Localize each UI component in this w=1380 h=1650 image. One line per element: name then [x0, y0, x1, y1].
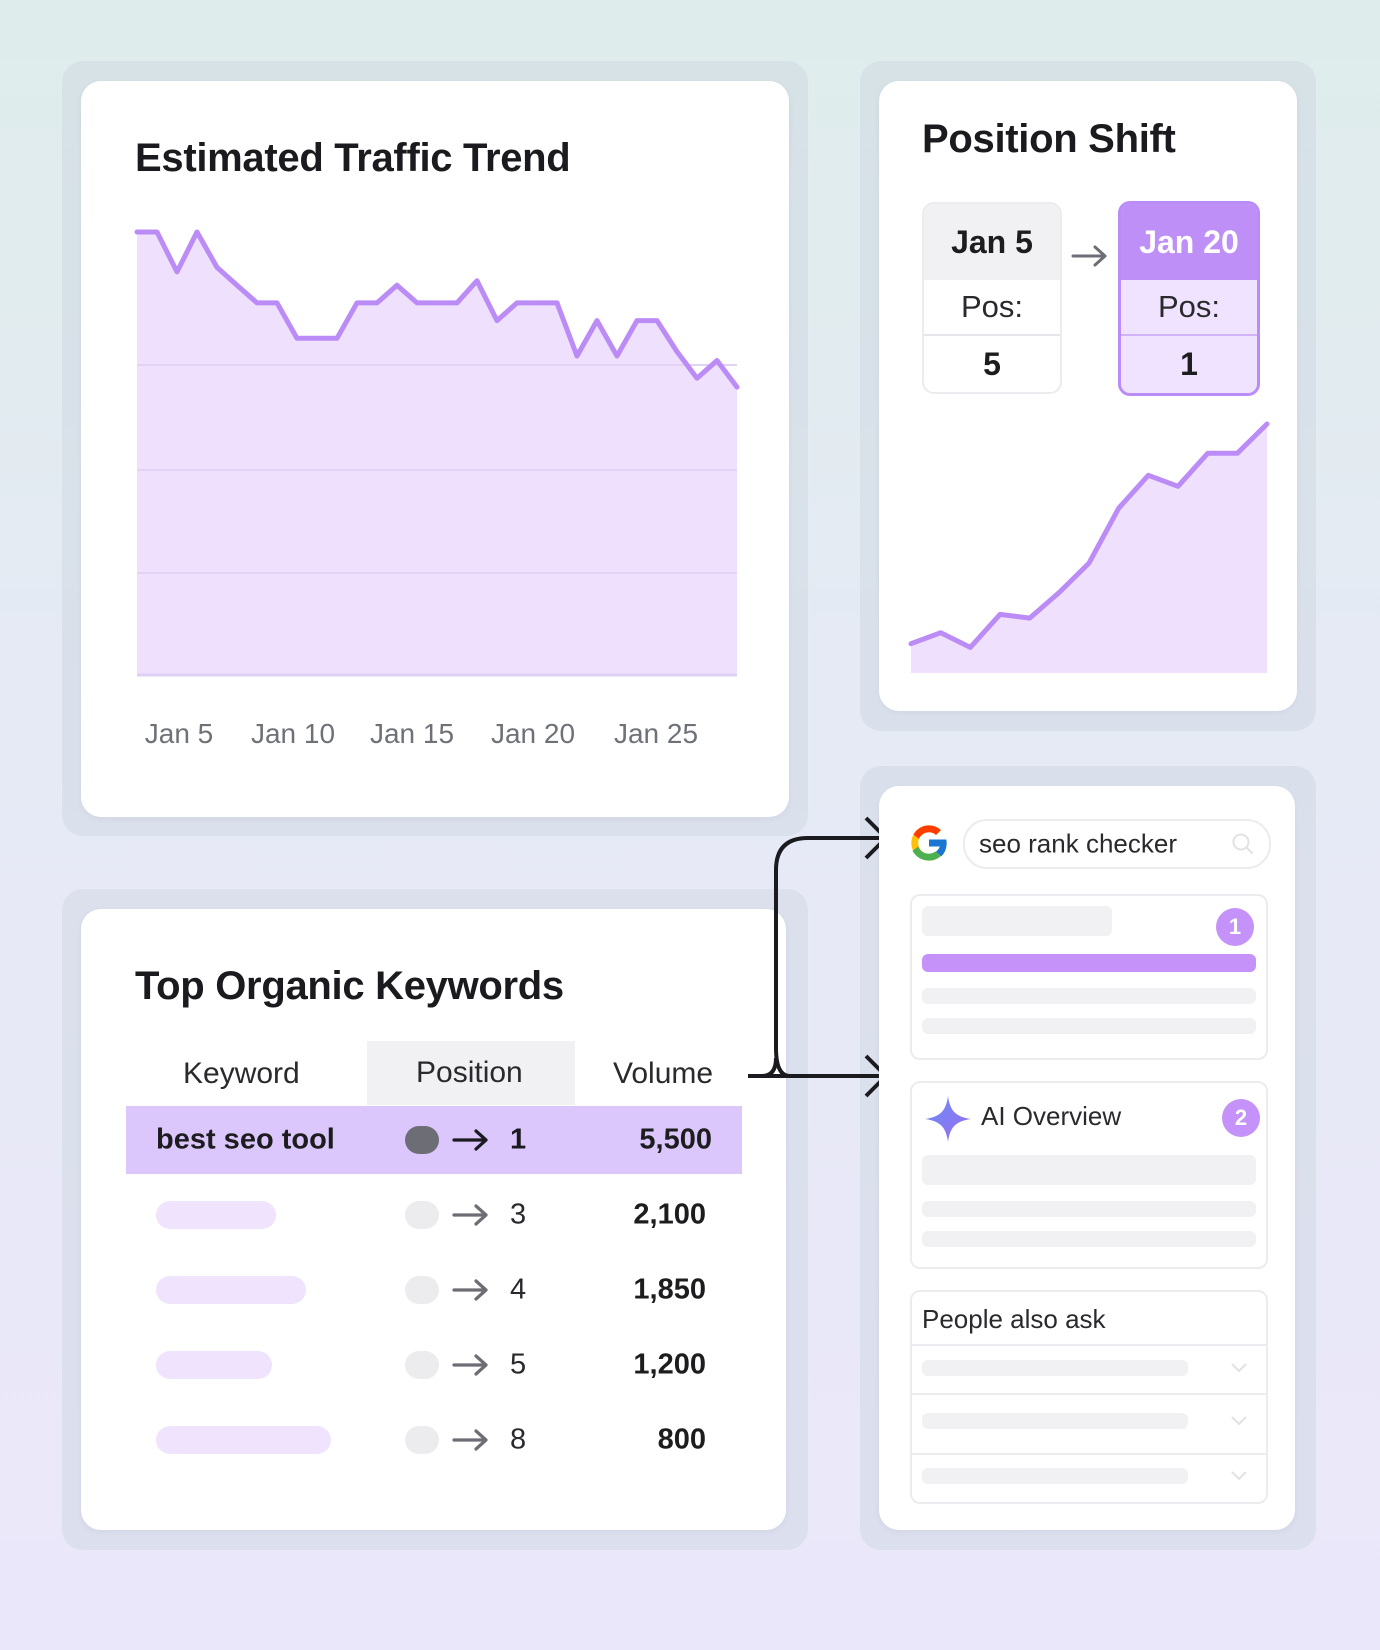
ai-overview-label: AI Overview	[981, 1101, 1122, 1131]
position-before-box: Jan 5 Pos: 5	[922, 202, 1062, 394]
people-also-ask-label: People also ask	[922, 1304, 1106, 1334]
keyword-placeholder	[156, 1201, 276, 1229]
chevron-down-icon[interactable]	[1230, 1470, 1248, 1482]
keyword-row[interactable]: 4 1,850	[126, 1256, 742, 1324]
previous-position-dot	[405, 1126, 439, 1154]
chevron-down-icon[interactable]	[1230, 1415, 1248, 1427]
position-after-label: Pos:	[1121, 280, 1257, 336]
position-series-line	[908, 421, 1270, 650]
result-line	[922, 1018, 1256, 1034]
divider	[912, 1344, 1266, 1346]
keyword-row[interactable]: best seo tool 1 5,500	[126, 1106, 742, 1174]
result-highlight-line	[922, 954, 1256, 972]
keyword-placeholder	[156, 1426, 331, 1454]
search-query-text: seo rank checker	[979, 828, 1177, 859]
chevron-down-icon[interactable]	[1230, 1362, 1248, 1374]
position-before-label: Pos:	[924, 280, 1060, 336]
divider	[912, 1453, 1266, 1455]
position-before-value: 5	[983, 345, 1001, 382]
arrow-right-icon	[452, 1279, 488, 1301]
search-icon	[1232, 833, 1253, 854]
keyword-volume: 800	[657, 1423, 706, 1456]
traffic-trend-chart	[134, 229, 740, 677]
ai-overview-line	[922, 1155, 1256, 1185]
arrow-right-icon	[452, 1129, 488, 1151]
position-trend-chart	[908, 421, 1270, 673]
position-before-date: Jan 5	[924, 204, 1060, 280]
x-tick-label: Jan 15	[369, 718, 455, 749]
keyword-placeholder	[156, 1276, 306, 1304]
divider	[912, 1393, 1266, 1395]
ai-overview-line	[922, 1201, 1256, 1217]
previous-position-dot	[405, 1276, 439, 1304]
keyword-position: 8	[510, 1423, 527, 1456]
column-header-keyword: Keyword	[183, 1057, 300, 1090]
keyword-placeholder	[156, 1351, 272, 1379]
keyword-position: 3	[510, 1198, 527, 1231]
x-tick-label: Jan 5	[144, 718, 214, 749]
result-title-placeholder	[922, 906, 1112, 936]
arrow-right-icon	[1071, 245, 1107, 267]
keyword-volume: 1,850	[633, 1273, 706, 1306]
keyword-volume: 2,100	[633, 1198, 706, 1231]
result-rank-badge: 1	[1216, 908, 1254, 946]
keyword-row[interactable]: 5 1,200	[126, 1331, 742, 1399]
position-area-fill	[911, 424, 1267, 673]
people-also-ask-box[interactable]: People also ask	[910, 1290, 1268, 1504]
keyword-row[interactable]: 8 800	[126, 1406, 742, 1474]
position-column-highlight	[367, 1041, 575, 1105]
keyword-row[interactable]: 3 2,100	[126, 1181, 742, 1249]
question-placeholder	[922, 1360, 1188, 1376]
keyword-volume: 1,200	[633, 1348, 706, 1381]
column-header-volume: Volume	[613, 1057, 714, 1090]
result-line	[922, 988, 1256, 1004]
position-after-date: Jan 20	[1121, 204, 1257, 280]
arrow-right-icon	[452, 1204, 488, 1226]
keyword-position: 1	[510, 1123, 527, 1156]
keyword-position: 5	[510, 1348, 527, 1381]
traffic-series-line	[134, 229, 740, 390]
organic-result-box[interactable]: 1	[910, 894, 1268, 1060]
arrow-right-icon	[452, 1429, 488, 1451]
ai-overview-rank-badge: 2	[1222, 1099, 1260, 1137]
traffic-trend-title: Estimated Traffic Trend	[135, 136, 571, 180]
column-header-position: Position	[416, 1056, 523, 1089]
question-placeholder	[922, 1468, 1188, 1484]
position-after-value: 1	[1180, 345, 1198, 382]
question-placeholder	[922, 1413, 1188, 1429]
keyword-volume: 5,500	[639, 1123, 712, 1156]
arrow-right-icon	[452, 1354, 488, 1376]
sparkle-icon	[925, 1096, 971, 1142]
keywords-title: Top Organic Keywords	[135, 964, 564, 1008]
previous-position-dot	[405, 1351, 439, 1379]
keyword-text: best seo tool	[156, 1123, 335, 1156]
ai-overview-box[interactable]: AI Overview 2	[910, 1081, 1268, 1269]
previous-position-dot	[405, 1426, 439, 1454]
x-tick-label: Jan 10	[250, 718, 336, 749]
x-tick-label: Jan 25	[613, 718, 699, 749]
position-shift-title: Position Shift	[922, 117, 1176, 161]
google-logo-icon	[911, 825, 948, 861]
search-input[interactable]: seo rank checker	[963, 819, 1271, 869]
position-after-box: Jan 20 Pos: 1	[1118, 201, 1260, 396]
previous-position-dot	[405, 1201, 439, 1229]
ai-overview-line	[922, 1231, 1256, 1247]
keyword-position: 4	[510, 1273, 527, 1306]
x-tick-label: Jan 20	[490, 718, 576, 749]
